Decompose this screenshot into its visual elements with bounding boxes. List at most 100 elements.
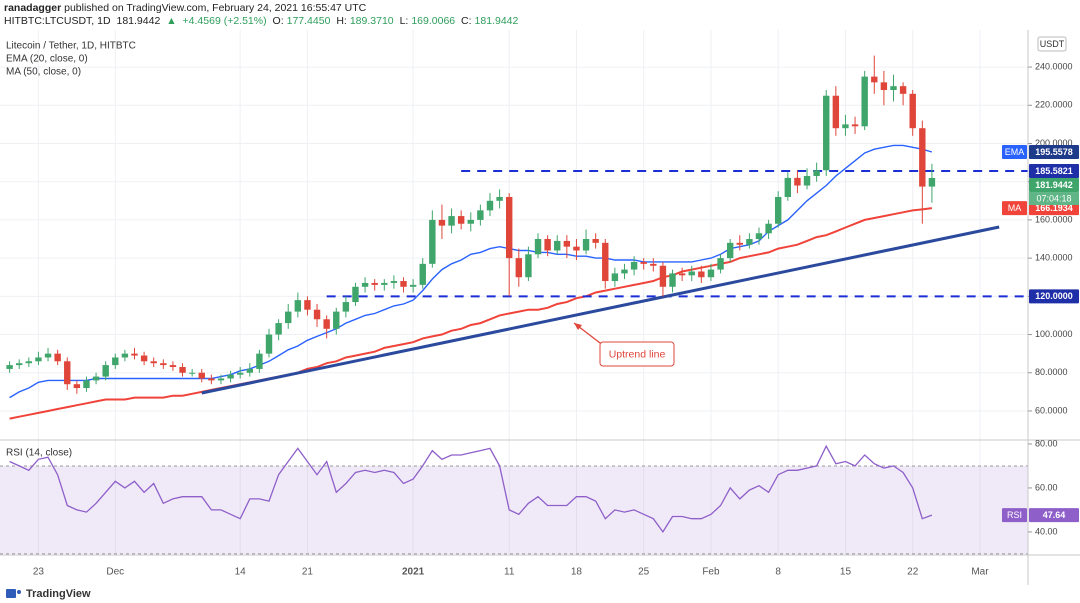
candle-body [150, 361, 157, 364]
x-tick-label: 11 [504, 567, 515, 578]
x-tick-label: 14 [235, 567, 247, 578]
chart-title: Litecoin / Tether, 1D, HITBTC [6, 41, 136, 52]
candle-body [525, 254, 532, 278]
candle-body [381, 282, 388, 285]
x-tick-label: 2021 [402, 567, 425, 578]
price-badge [1029, 144, 1079, 159]
candle-body [861, 76, 868, 127]
candle-body [890, 86, 897, 90]
price-badge [1029, 164, 1079, 179]
candle-body [188, 372, 196, 374]
candle-body [659, 265, 667, 287]
candle-body [419, 263, 426, 285]
y-tick-label: 140.0000 [1035, 252, 1073, 262]
candle-body [160, 363, 167, 366]
candle-body [775, 196, 782, 224]
y-tick-label: 80.00 [1035, 438, 1058, 448]
candle-body [832, 95, 840, 129]
candle-body [457, 216, 465, 224]
logo-dot [17, 590, 21, 594]
ohlc-value: 189.3710 [349, 15, 394, 27]
author: ranadagger [4, 2, 62, 14]
ohlc-key: H: [336, 15, 347, 27]
candle-body [880, 82, 888, 90]
candle-body [352, 286, 359, 303]
x-tick-label: 22 [907, 567, 919, 578]
candle-body [611, 273, 619, 282]
candle-body [515, 258, 523, 278]
candle-body [784, 177, 792, 197]
candle-body [909, 93, 916, 129]
rsi-band [0, 465, 1028, 554]
ohlc-value: 177.4450 [286, 15, 331, 27]
candle-body [361, 282, 369, 287]
x-tick-label: 25 [638, 567, 650, 578]
candle-body [765, 223, 772, 234]
ohlc-key: C: [461, 15, 472, 27]
candle-body [102, 365, 109, 377]
candle-body [794, 177, 801, 186]
candle-body [448, 216, 455, 226]
indicator-label: EMA (20, close, 0) [6, 54, 88, 65]
y-tick-label: 100.0000 [1035, 329, 1073, 339]
candle-body [803, 175, 811, 186]
candle-body [496, 196, 503, 201]
ohlc-value: 169.0066 [411, 15, 456, 27]
x-tick-label: Mar [971, 567, 989, 578]
y-tick-label: 200.0000 [1035, 138, 1073, 148]
candle-body [726, 242, 734, 259]
candle-body [208, 378, 215, 381]
candle-body [83, 380, 90, 389]
candle-body [621, 269, 628, 274]
y-tick-label: 60.00 [1035, 482, 1058, 492]
candle-body [823, 95, 830, 171]
indicator-line [9, 207, 933, 420]
series-name-badge [1002, 144, 1027, 159]
header: ranadagger published on TradingView.com,… [4, 2, 521, 28]
change: +4.4569 (+2.51%) [182, 15, 267, 27]
published: published on TradingView.com, February 2… [64, 2, 367, 14]
candle-body [688, 271, 695, 276]
x-tick-label: 8 [775, 567, 781, 578]
currency-box [1037, 36, 1067, 52]
price-badge-label: 120.0000 [1035, 291, 1073, 301]
candle-body [256, 353, 263, 369]
series-name-badge [1002, 201, 1027, 216]
rsi-label: RSI (14, close) [6, 448, 72, 459]
candle-body [592, 239, 599, 243]
candle-body [73, 384, 81, 389]
x-tick-label: Feb [702, 567, 720, 578]
candle-body [333, 311, 340, 329]
candle-body [707, 269, 715, 278]
quote-line: HITBTC:LTCUSDT, 1D 181.9442 ▲ +4.4569 (+… [4, 15, 521, 28]
candle-body [44, 353, 52, 358]
candle-body [871, 76, 878, 83]
x-tick-label: 18 [571, 567, 583, 578]
countdown: 07:04:18 [1036, 193, 1071, 203]
candle-body [630, 261, 638, 270]
y-tick-label: 80.0000 [1035, 367, 1068, 377]
candle-body [112, 357, 119, 366]
candle-body [736, 242, 743, 245]
series-name-badge [1002, 508, 1027, 523]
candle-body [217, 378, 225, 381]
candle-body [390, 281, 398, 283]
arrow: ▲ [166, 15, 177, 27]
candle-body [899, 86, 907, 94]
candle-body [265, 334, 273, 354]
candle-body [554, 240, 561, 251]
candle-body [640, 261, 647, 264]
ohlc-value: 181.9442 [474, 15, 519, 27]
candle-body [582, 239, 590, 251]
rsi-line [9, 444, 933, 534]
candle-body [486, 200, 494, 211]
price-badge-label: 166.1934 [1035, 203, 1073, 213]
candle-body [544, 239, 551, 251]
candle-body [304, 300, 311, 310]
candle-body [573, 246, 580, 251]
candle-body [131, 353, 138, 356]
candle-body [851, 124, 859, 127]
candle-body [477, 210, 484, 220]
price-badge-label: 185.5821 [1035, 166, 1073, 176]
